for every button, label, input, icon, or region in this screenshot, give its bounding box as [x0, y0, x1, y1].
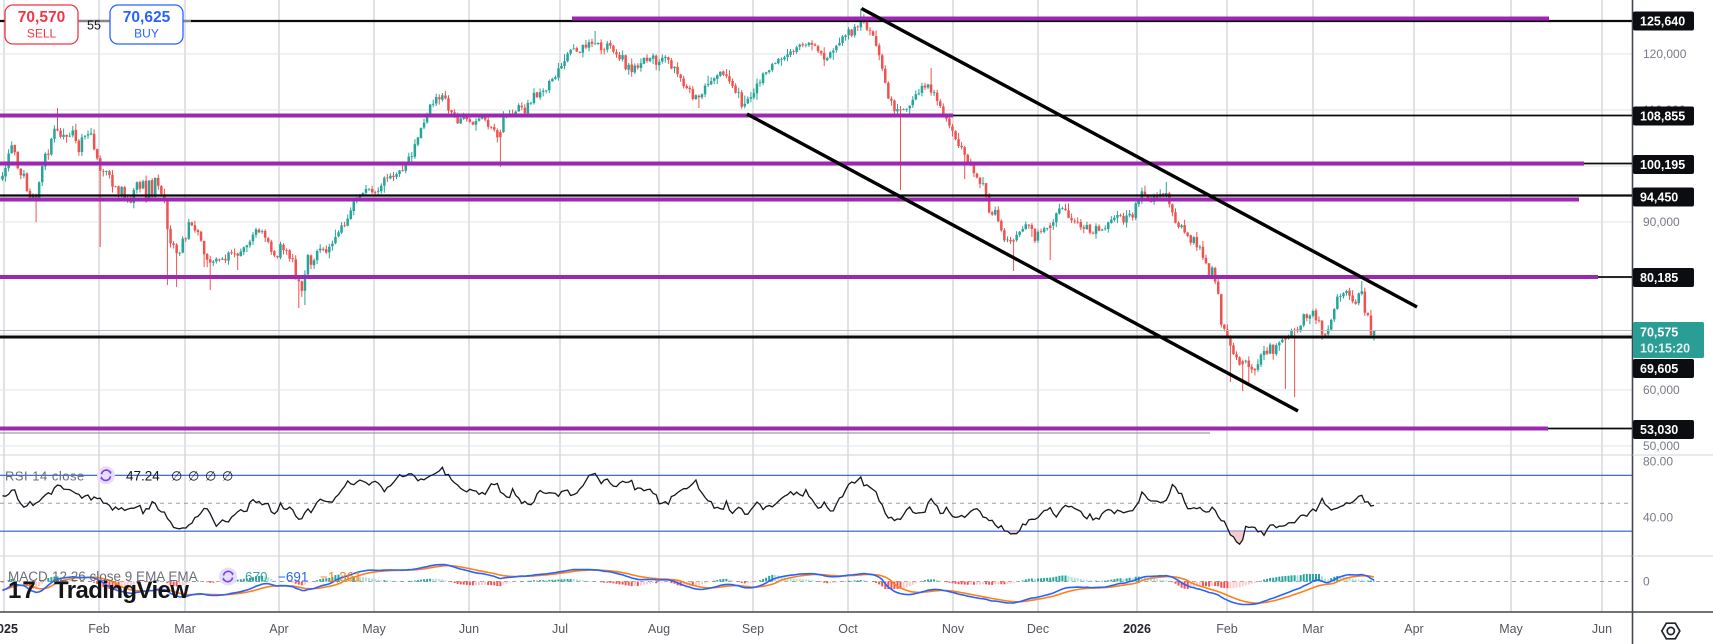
- svg-text:55: 55: [87, 19, 101, 33]
- svg-text:90,000: 90,000: [1643, 215, 1680, 229]
- svg-text:670: 670: [245, 570, 268, 585]
- svg-text:MACD: MACD: [8, 569, 48, 584]
- svg-text:Aug: Aug: [648, 622, 670, 636]
- svg-text:80,185: 80,185: [1640, 271, 1678, 285]
- svg-text:−691: −691: [278, 570, 308, 585]
- svg-text:∅: ∅: [188, 469, 199, 484]
- svg-text:12 26 close 9 EMA EMA: 12 26 close 9 EMA EMA: [52, 569, 198, 584]
- svg-text:70,570: 70,570: [18, 9, 65, 26]
- svg-text:SELL: SELL: [27, 27, 57, 41]
- svg-text:May: May: [1499, 622, 1523, 636]
- svg-text:RSI 14 close: RSI 14 close: [5, 469, 85, 484]
- svg-text:60,000: 60,000: [1643, 383, 1680, 397]
- svg-text:May: May: [362, 622, 386, 636]
- svg-text:125,640: 125,640: [1640, 14, 1685, 28]
- svg-text:∅: ∅: [222, 469, 233, 484]
- svg-text:Jun: Jun: [459, 622, 479, 636]
- svg-text:Apr: Apr: [269, 622, 288, 636]
- svg-text:Feb: Feb: [88, 622, 110, 636]
- svg-text:TradingView: TradingView: [54, 577, 189, 604]
- svg-text:50,000: 50,000: [1643, 439, 1680, 453]
- svg-text:2025: 2025: [0, 622, 18, 636]
- svg-text:Feb: Feb: [1216, 622, 1238, 636]
- svg-text:70,625: 70,625: [123, 9, 171, 26]
- svg-text:0: 0: [1643, 575, 1650, 589]
- svg-text:53,030: 53,030: [1640, 423, 1678, 437]
- svg-text:80.00: 80.00: [1643, 455, 1673, 469]
- svg-text:−1,361: −1,361: [320, 570, 362, 585]
- svg-text:40.00: 40.00: [1643, 510, 1673, 524]
- svg-text:10:15:20: 10:15:20: [1640, 342, 1690, 356]
- svg-text:Mar: Mar: [1302, 622, 1324, 636]
- svg-text:2026: 2026: [1123, 622, 1151, 636]
- svg-text:17: 17: [8, 577, 37, 604]
- svg-text:∅: ∅: [171, 469, 182, 484]
- svg-text:70,575: 70,575: [1640, 326, 1678, 340]
- svg-text:Apr: Apr: [1404, 622, 1423, 636]
- svg-text:Dec: Dec: [1027, 622, 1049, 636]
- svg-text:Oct: Oct: [838, 622, 858, 636]
- svg-text:Sep: Sep: [742, 622, 764, 636]
- svg-text:Mar: Mar: [174, 622, 196, 636]
- svg-text:Nov: Nov: [942, 622, 965, 636]
- svg-text:∅: ∅: [205, 469, 216, 484]
- svg-text:BUY: BUY: [134, 27, 159, 41]
- svg-text:94,450: 94,450: [1640, 190, 1678, 204]
- svg-text:47.24: 47.24: [126, 469, 160, 484]
- svg-text:Jun: Jun: [1592, 622, 1612, 636]
- svg-text:108,855: 108,855: [1640, 109, 1685, 123]
- svg-text:69,605: 69,605: [1640, 362, 1678, 376]
- svg-text:100,195: 100,195: [1640, 158, 1685, 172]
- svg-text:120,000: 120,000: [1643, 47, 1687, 61]
- svg-text:Jul: Jul: [552, 622, 568, 636]
